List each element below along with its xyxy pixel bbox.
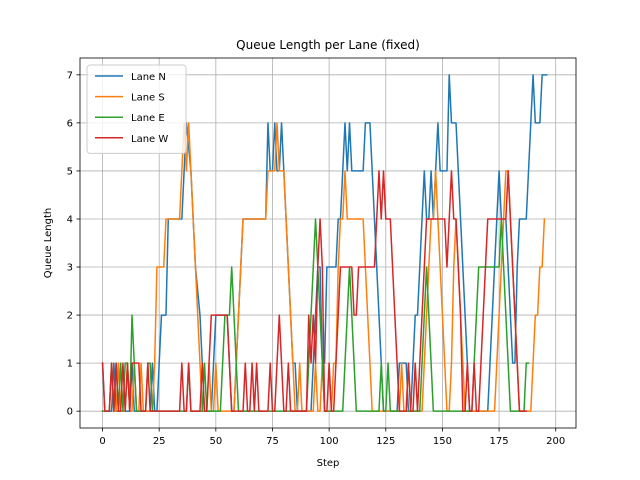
- y-axis-label: Queue Length: [43, 208, 54, 279]
- y-tick-label: 2: [67, 311, 73, 322]
- y-tick-label: 7: [67, 70, 73, 81]
- series-line-lane-e: [101, 218, 530, 412]
- y-tick-label: 1: [67, 359, 73, 370]
- legend-label-lane-e: Lane E: [131, 113, 165, 124]
- x-tick-label: 50: [209, 436, 222, 447]
- x-tick-label: 0: [99, 436, 105, 447]
- y-axis-ticks: 0 1 2 3 4 5 6 7: [67, 70, 80, 418]
- x-tick-label: 75: [266, 436, 279, 447]
- legend-label-lane-w: Lane W: [131, 134, 168, 145]
- y-tick-label: 6: [67, 118, 73, 129]
- x-tick-label: 150: [433, 436, 452, 447]
- chart-title: Queue Length per Lane (fixed): [236, 38, 420, 52]
- series-line-lane-w: [101, 170, 528, 412]
- x-axis-label: Step: [317, 458, 340, 469]
- plot-frame: [79, 57, 577, 429]
- legend-label-lane-n: Lane N: [131, 72, 166, 83]
- y-tick-label: 0: [67, 407, 73, 418]
- x-tick-label: 200: [546, 436, 565, 447]
- legend-box: [86, 64, 187, 154]
- y-tick-label: 3: [67, 263, 73, 274]
- x-tick-label: 100: [320, 436, 339, 447]
- x-tick-label: 125: [376, 436, 395, 447]
- grid-lines: [80, 58, 576, 428]
- x-tick-label: 25: [153, 436, 166, 447]
- y-tick-label: 4: [67, 214, 73, 225]
- y-tick-label: 5: [67, 166, 73, 177]
- legend-label-lane-s: Lane S: [131, 93, 165, 104]
- x-tick-label: 175: [490, 436, 509, 447]
- x-axis-ticks: 0 25 50 75 100 125 150 175 200: [99, 428, 565, 447]
- legend: Lane N Lane S Lane E Lane W: [86, 64, 187, 154]
- series-layer: [101, 74, 548, 412]
